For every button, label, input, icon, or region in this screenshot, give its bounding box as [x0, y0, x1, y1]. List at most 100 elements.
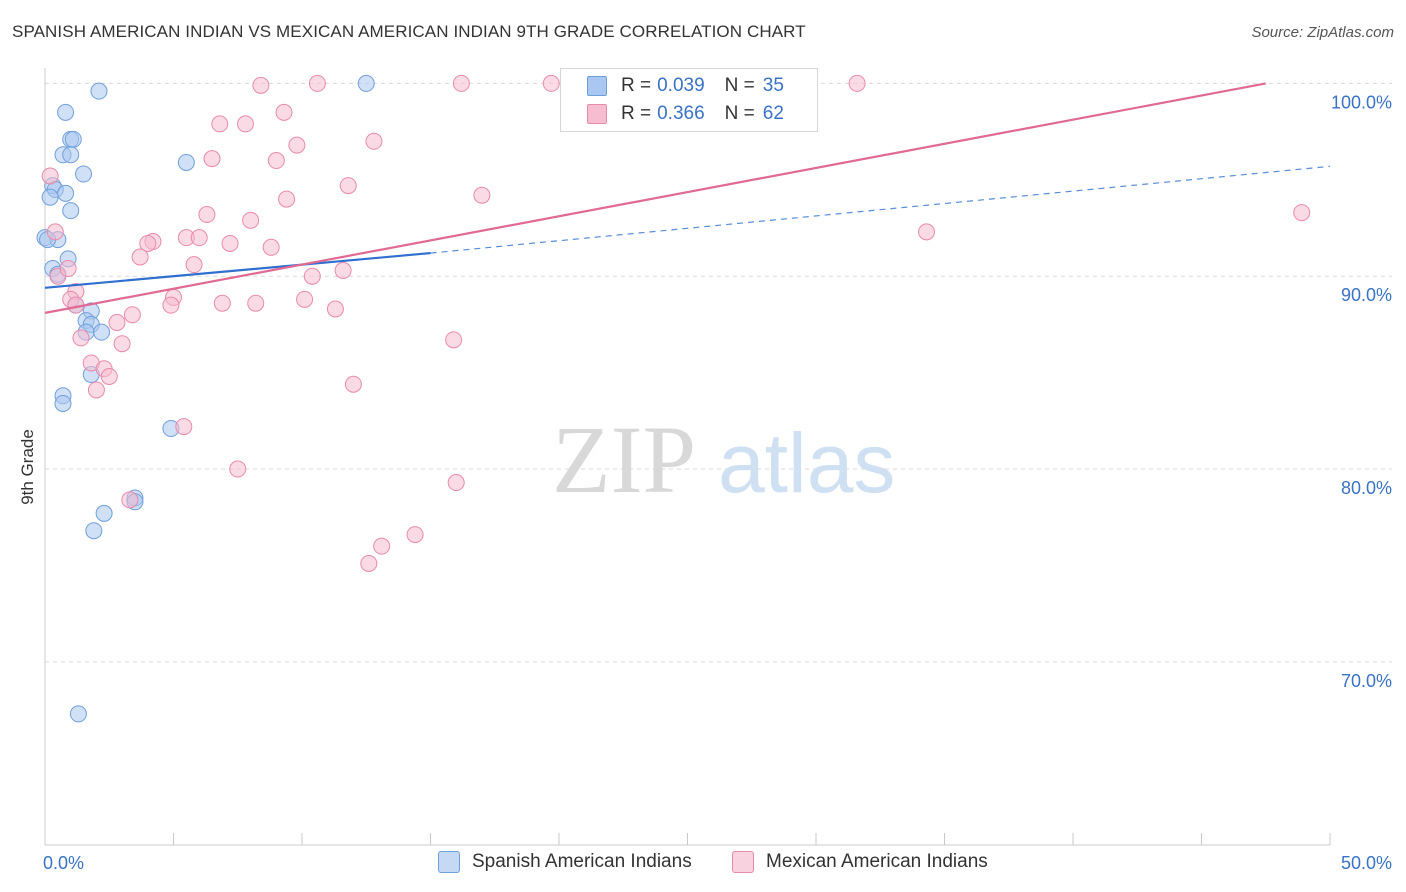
legend-swatch-blue — [587, 76, 607, 96]
data-points — [36, 74, 1311, 723]
chart-title: SPANISH AMERICAN INDIAN VS MEXICAN AMERI… — [12, 22, 806, 41]
point-mexican — [542, 74, 560, 92]
point-mexican — [87, 381, 105, 399]
legend-r-label: R = — [621, 103, 652, 124]
point-mexican — [275, 103, 293, 121]
point-spanish — [62, 202, 80, 220]
trend-line-mexican — [44, 82, 1266, 314]
point-mexican — [185, 256, 203, 274]
point-spanish — [95, 504, 113, 522]
point-spanish — [90, 82, 108, 100]
point-mexican — [108, 314, 126, 332]
point-mexican — [123, 306, 141, 324]
y-tick-label: 80.0% — [1341, 478, 1392, 498]
point-mexican — [447, 474, 465, 492]
point-spanish — [357, 74, 375, 92]
stats-legend: R = 0.039 N = 35 R = 0.366 N = 62 — [560, 68, 818, 132]
legend-label-mexican: Mexican American Indians — [766, 851, 988, 872]
point-mexican — [848, 74, 866, 92]
point-mexican — [113, 335, 131, 353]
legend-item-spanish[interactable]: Spanish American Indians — [438, 851, 692, 873]
point-mexican — [59, 260, 77, 278]
watermark-atlas: atlas — [718, 416, 895, 510]
tick-labels: 100.0% 90.0% 80.0% 70.0% 0.0% 50.0% — [43, 92, 1392, 873]
y-axis-title: 9th Grade — [18, 429, 37, 505]
source-label: Source: ZipAtlas.com — [1251, 24, 1394, 41]
point-spanish — [177, 153, 195, 171]
legend-row-spanish: R = 0.039 N = 35 — [587, 73, 784, 99]
point-mexican — [373, 537, 391, 555]
point-mexican — [365, 132, 383, 150]
trend-line-spanish-extension — [430, 165, 1331, 254]
legend-n-value: 62 — [762, 103, 784, 124]
point-mexican — [213, 294, 231, 312]
point-mexican — [918, 223, 936, 241]
point-mexican — [252, 76, 270, 94]
point-mexican — [1293, 204, 1311, 222]
point-mexican — [41, 167, 59, 185]
point-spanish — [85, 522, 103, 540]
point-mexican — [278, 190, 296, 208]
legend-swatch-pink — [732, 851, 754, 873]
point-mexican — [121, 491, 139, 509]
legend-swatch-blue — [438, 851, 460, 873]
x-tick-label: 0.0% — [43, 853, 84, 873]
point-mexican — [242, 211, 260, 229]
legend-r-value: 0.366 — [657, 103, 705, 124]
legend-item-mexican[interactable]: Mexican American Indians — [732, 851, 988, 873]
legend-swatch-pink — [587, 104, 607, 124]
legend-r-label: R = — [621, 75, 652, 96]
point-spanish — [57, 103, 75, 121]
point-mexican — [162, 296, 180, 314]
point-mexican — [190, 229, 208, 247]
grid-lines — [45, 82, 1392, 663]
legend-label-spanish: Spanish American Indians — [472, 851, 692, 872]
point-mexican — [334, 261, 352, 279]
y-tick-label: 100.0% — [1331, 92, 1392, 112]
point-mexican — [360, 555, 378, 573]
point-spanish — [93, 323, 111, 341]
point-spanish — [75, 165, 93, 183]
point-mexican — [303, 267, 321, 285]
point-mexican — [236, 115, 254, 133]
point-mexican — [131, 248, 149, 266]
point-mexican — [175, 418, 193, 436]
point-mexican — [267, 152, 285, 170]
point-spanish — [41, 188, 59, 206]
point-spanish — [64, 130, 82, 148]
trend-line-spanish — [44, 251, 431, 289]
y-tick-label: 90.0% — [1341, 285, 1392, 305]
legend-n-label: N = — [724, 103, 755, 124]
point-mexican — [308, 74, 326, 92]
point-mexican — [344, 375, 362, 393]
legend-row-mexican: R = 0.366 N = 62 — [587, 101, 784, 127]
x-tick-label: 50.0% — [1341, 853, 1392, 873]
point-spanish — [69, 705, 87, 723]
point-spanish — [57, 184, 75, 202]
point-spanish — [62, 146, 80, 164]
point-mexican — [203, 150, 221, 168]
point-mexican — [100, 367, 118, 385]
series-legend: Spanish American Indians Mexican America… — [0, 851, 1406, 879]
legend-n-value: 35 — [762, 75, 784, 96]
point-mexican — [72, 329, 90, 347]
point-mexican — [139, 234, 157, 252]
point-mexican — [406, 526, 424, 544]
point-mexican — [247, 294, 265, 312]
point-mexican — [473, 186, 491, 204]
legend-r-value: 0.039 — [657, 75, 705, 96]
legend-n-label: N = — [724, 75, 755, 96]
point-mexican — [198, 206, 216, 224]
axes — [44, 68, 1331, 846]
point-mexican — [445, 331, 463, 349]
point-mexican — [46, 223, 64, 241]
y-tick-label: 70.0% — [1341, 671, 1392, 691]
point-mexican — [288, 136, 306, 154]
point-mexican — [339, 177, 357, 195]
watermark-zip: ZIP — [552, 406, 696, 513]
point-mexican — [262, 238, 280, 256]
point-mexican — [229, 460, 247, 478]
point-spanish — [54, 394, 72, 412]
point-mexican — [452, 74, 470, 92]
point-mexican — [326, 300, 344, 318]
